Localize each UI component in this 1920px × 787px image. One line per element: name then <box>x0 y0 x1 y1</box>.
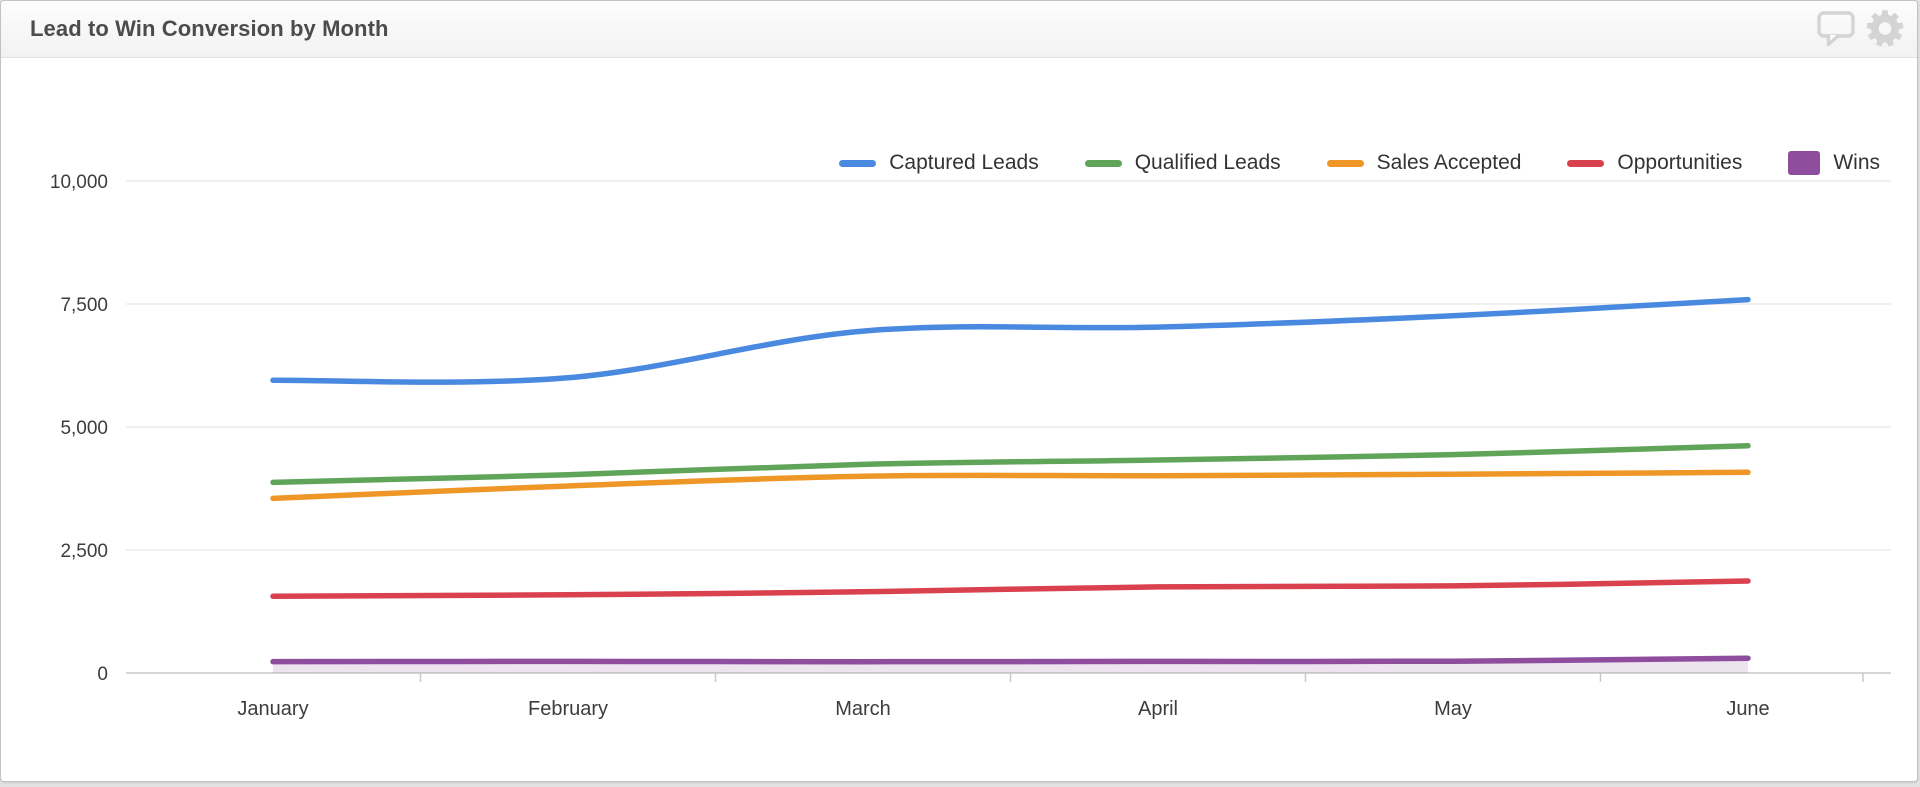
x-axis-label: February <box>528 698 608 720</box>
legend-item-sales-accepted: Sales Accepted <box>1326 151 1522 175</box>
legend-marker-line <box>1084 159 1122 167</box>
y-axis-label: 0 <box>97 664 108 685</box>
settings-icon <box>1866 9 1904 47</box>
line-chart: 0 2,500 5,000 7,500 10,000 January February Mar… <box>1 58 1917 781</box>
legend-item-wins: Wins <box>1788 151 1880 175</box>
y-axis-label: 5,000 <box>60 418 108 439</box>
y-axis-label: 10,000 <box>50 172 108 193</box>
y-axis-label: 7,500 <box>60 295 108 316</box>
series-line-qualified-leads <box>270 442 1751 486</box>
legend-item-captured-leads: Captured Leads <box>839 151 1039 175</box>
header-actions <box>1816 8 1917 51</box>
legend-label: Wins <box>1833 151 1880 174</box>
comment-button[interactable] <box>1816 8 1856 51</box>
legend-marker-line <box>1326 159 1364 167</box>
chart-plot: 0 2,500 5,000 7,500 10,000 January February Mar… <box>50 172 1891 720</box>
legend-item-qualified-leads: Qualified Leads <box>1084 151 1281 175</box>
legend-marker-line <box>1567 159 1605 167</box>
series-line-captured-leads <box>270 296 1751 385</box>
widget-header: Lead to Win Conversion by Month <box>1 1 1917 58</box>
x-axis-label: March <box>835 698 891 720</box>
legend-label: Captured Leads <box>889 151 1039 174</box>
legend-label: Qualified Leads <box>1134 151 1281 174</box>
x-axis-label: January <box>237 698 308 720</box>
settings-button[interactable] <box>1865 8 1905 51</box>
y-axis-label: 2,500 <box>60 541 108 562</box>
series-line-opportunities <box>270 578 1751 599</box>
x-axis-label: May <box>1434 698 1472 720</box>
comment-icon <box>1817 10 1855 46</box>
chart-legend: Captured Leads Qualified Leads Sales Accep… <box>839 151 1880 175</box>
legend-item-opportunities: Opportunities <box>1567 151 1742 175</box>
legend-marker-line <box>839 159 877 167</box>
widget-title: Lead to Win Conversion by Month <box>30 16 389 41</box>
legend-label: Sales Accepted <box>1376 151 1522 174</box>
series-line-wins <box>270 655 1751 665</box>
legend-marker-square <box>1788 151 1821 175</box>
legend-label: Opportunities <box>1617 151 1743 174</box>
x-axis-label: April <box>1138 698 1178 720</box>
x-axis-label: June <box>1726 698 1769 720</box>
series-line-sales-accepted <box>270 469 1751 502</box>
